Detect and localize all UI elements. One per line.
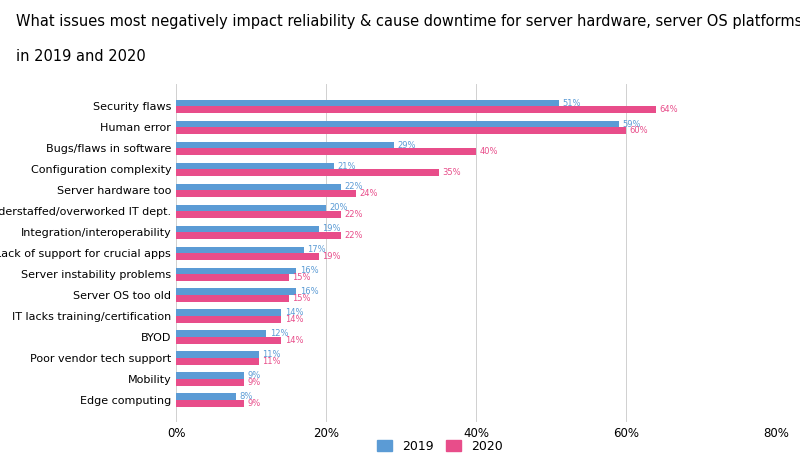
Bar bbox=[176, 295, 289, 302]
Bar bbox=[176, 267, 296, 274]
Text: 40%: 40% bbox=[480, 147, 498, 156]
Text: 21%: 21% bbox=[338, 161, 356, 171]
Text: What issues most negatively impact reliability & cause downtime for server hardw: What issues most negatively impact relia… bbox=[16, 14, 800, 29]
Bar bbox=[176, 288, 296, 295]
Bar bbox=[176, 393, 236, 400]
Bar bbox=[176, 169, 438, 176]
Text: 64%: 64% bbox=[660, 106, 678, 114]
Bar bbox=[176, 190, 356, 197]
Bar bbox=[176, 204, 326, 212]
Bar bbox=[176, 212, 341, 218]
Text: 29%: 29% bbox=[398, 141, 416, 150]
Bar bbox=[176, 274, 289, 281]
Bar bbox=[176, 331, 266, 337]
Bar bbox=[176, 163, 334, 169]
Text: 51%: 51% bbox=[562, 98, 581, 107]
Text: 14%: 14% bbox=[285, 315, 303, 324]
Bar bbox=[176, 310, 281, 316]
Bar bbox=[176, 226, 318, 232]
Text: 59%: 59% bbox=[622, 120, 641, 129]
Bar bbox=[176, 106, 656, 113]
Text: 35%: 35% bbox=[442, 168, 461, 177]
Bar bbox=[176, 351, 258, 358]
Text: 8%: 8% bbox=[240, 392, 253, 401]
Text: 14%: 14% bbox=[285, 308, 303, 318]
Bar bbox=[176, 148, 476, 155]
Bar bbox=[176, 100, 558, 106]
Text: 11%: 11% bbox=[262, 350, 281, 359]
Text: 12%: 12% bbox=[270, 329, 288, 338]
Text: 9%: 9% bbox=[247, 378, 261, 387]
Text: 19%: 19% bbox=[322, 225, 341, 234]
Text: 11%: 11% bbox=[262, 357, 281, 366]
Bar bbox=[176, 253, 318, 260]
Bar bbox=[176, 128, 626, 134]
Bar bbox=[176, 358, 258, 365]
Text: 22%: 22% bbox=[345, 231, 363, 240]
Bar bbox=[176, 372, 243, 379]
Text: in 2019 and 2020: in 2019 and 2020 bbox=[16, 49, 146, 64]
Legend: 2019, 2020: 2019, 2020 bbox=[372, 435, 508, 458]
Bar bbox=[176, 400, 243, 407]
Text: 17%: 17% bbox=[307, 245, 326, 254]
Text: 22%: 22% bbox=[345, 210, 363, 219]
Bar bbox=[176, 142, 394, 148]
Text: 14%: 14% bbox=[285, 336, 303, 345]
Text: 15%: 15% bbox=[292, 273, 310, 282]
Bar bbox=[176, 184, 341, 190]
Text: 24%: 24% bbox=[360, 189, 378, 198]
Bar bbox=[176, 337, 281, 344]
Bar bbox=[176, 316, 281, 323]
Bar bbox=[176, 247, 303, 253]
Text: 60%: 60% bbox=[630, 126, 648, 135]
Bar bbox=[176, 232, 341, 239]
Text: 15%: 15% bbox=[292, 294, 310, 303]
Bar bbox=[176, 379, 243, 386]
Text: 16%: 16% bbox=[300, 287, 318, 296]
Text: 22%: 22% bbox=[345, 182, 363, 191]
Text: 16%: 16% bbox=[300, 266, 318, 275]
Text: 19%: 19% bbox=[322, 252, 341, 261]
Text: 9%: 9% bbox=[247, 399, 261, 408]
Text: 9%: 9% bbox=[247, 371, 261, 380]
Text: 20%: 20% bbox=[330, 204, 348, 212]
Bar bbox=[176, 121, 618, 128]
